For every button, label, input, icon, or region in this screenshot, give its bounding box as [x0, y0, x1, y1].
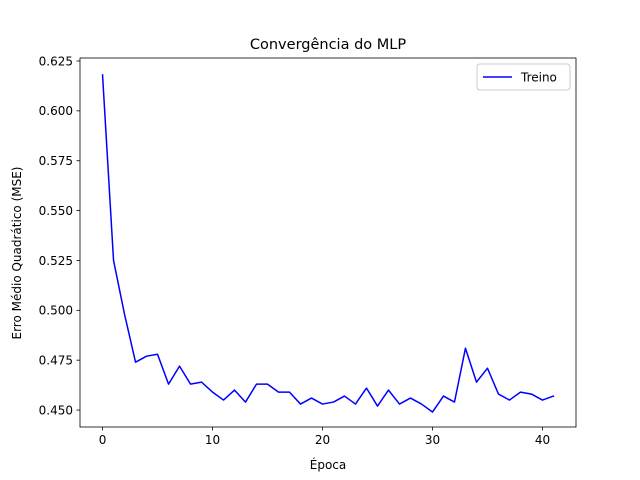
- x-tick-label: 20: [315, 433, 330, 447]
- y-tick-label: 0.475: [39, 353, 73, 367]
- legend: Treino: [476, 63, 571, 91]
- y-tick-label: 0.625: [39, 54, 73, 68]
- chart-title: Convergência do MLP: [250, 37, 406, 53]
- x-tick-label: 0: [99, 433, 107, 447]
- y-tick-label: 0.500: [39, 304, 73, 318]
- legend-box: [476, 63, 571, 91]
- axes-frame: [79, 57, 577, 428]
- y-tick-label: 0.575: [39, 154, 73, 168]
- y-axis-label: Erro Médio Quadrático (MSE): [10, 167, 24, 340]
- y-tick-label: 0.450: [39, 403, 73, 417]
- legend-label: Treino: [520, 70, 557, 84]
- series-line-0: [101, 74, 555, 413]
- x-tick-label: 30: [425, 433, 440, 447]
- y-tick-label: 0.550: [39, 204, 73, 218]
- plot-area: 0 10 20 30 40 0.450 0.475 0.500 0.525 0.550 0.575 0…: [39, 54, 577, 447]
- y-tick-label: 0.600: [39, 104, 73, 118]
- y-tick-label: 0.525: [39, 254, 73, 268]
- x-tick-label: 40: [535, 433, 550, 447]
- x-axis-label: Época: [310, 457, 347, 472]
- x-tick-label: 10: [205, 433, 220, 447]
